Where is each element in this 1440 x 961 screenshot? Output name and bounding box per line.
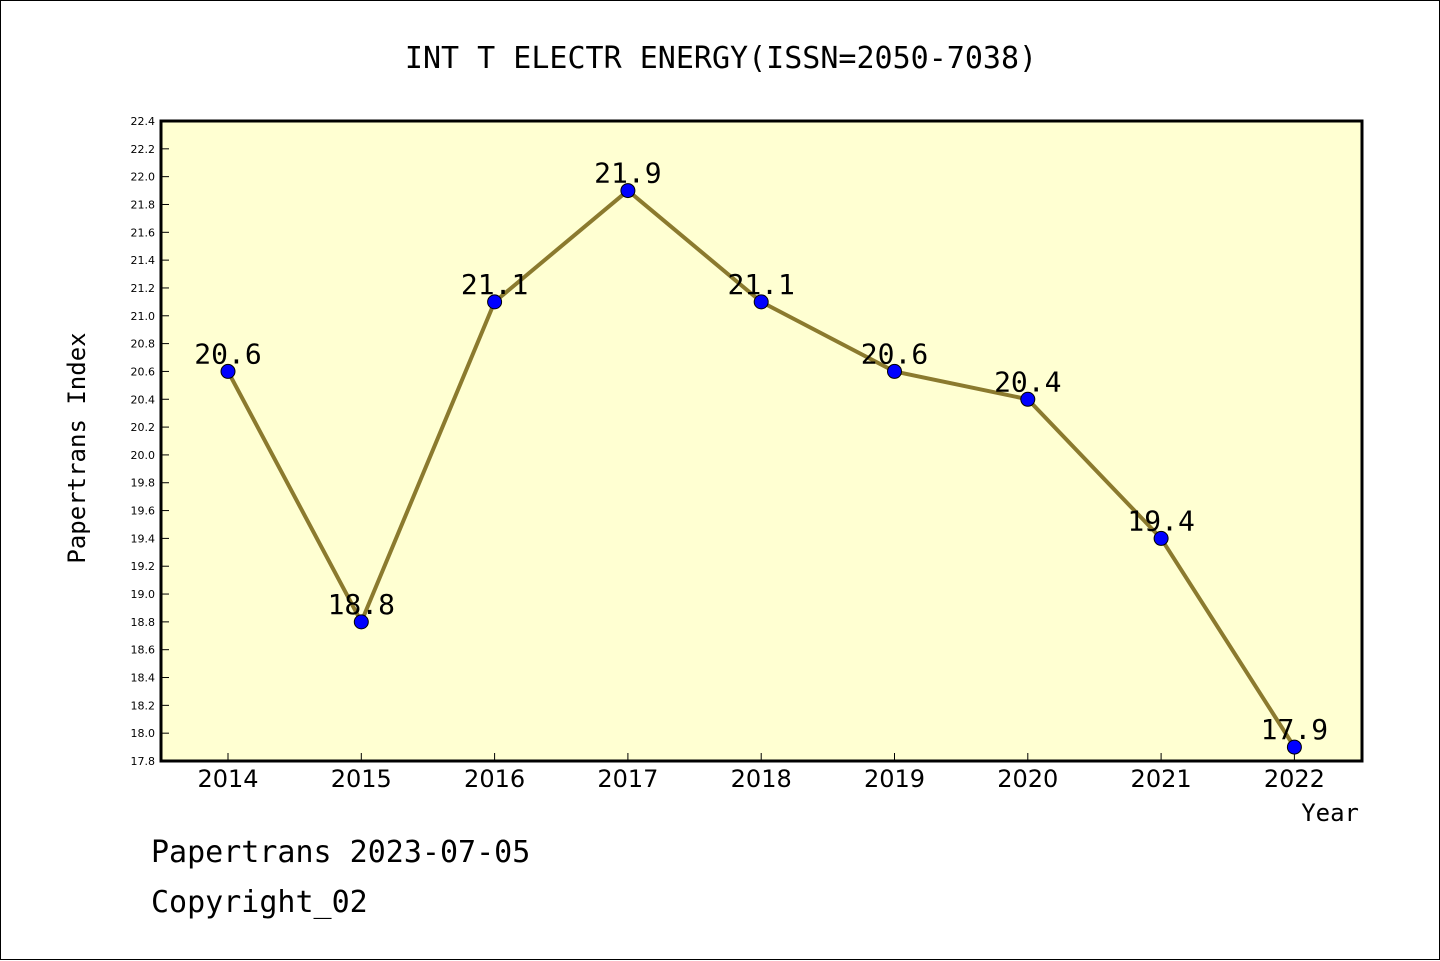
y-tick-label: 19.6: [131, 505, 156, 518]
data-point: [487, 294, 503, 310]
data-point: [753, 294, 769, 310]
y-tick-label: 18.6: [131, 644, 156, 657]
y-tick-label: 21.2: [131, 282, 156, 295]
y-tick-label: 18.4: [131, 672, 156, 685]
x-tick-label: 2016: [464, 765, 525, 793]
x-axis: 2014 2015 2016 2017 2018 2019 2020 2021 2022: [197, 753, 1325, 793]
data-label: 20.6: [194, 337, 261, 370]
data-label: 21.1: [727, 268, 794, 301]
data-label: 20.6: [861, 337, 928, 370]
x-tick-label: 2018: [731, 765, 792, 793]
data-point: [1286, 739, 1302, 755]
y-tick-label: 21.8: [131, 198, 156, 211]
data-point: [620, 183, 636, 199]
plot-area: [159, 119, 1364, 763]
y-tick-label: 17.8: [131, 755, 156, 768]
y-tick-label: 22.2: [131, 143, 156, 156]
x-tick-label: 2014: [197, 765, 258, 793]
x-tick-label: 2017: [597, 765, 658, 793]
y-tick-label: 21.6: [131, 226, 156, 239]
y-tick-label: 22.0: [131, 171, 156, 184]
footer-source-date: Papertrans 2023-07-05: [151, 835, 531, 870]
data-label: 19.4: [1127, 504, 1194, 537]
data-point: [220, 363, 236, 379]
y-tick-label: 20.6: [131, 365, 156, 378]
x-tick-label: 2021: [1131, 765, 1192, 793]
y-tick-label: 18.0: [131, 727, 156, 740]
x-axis-label: Year: [1301, 799, 1359, 827]
x-tick-label: 2015: [331, 765, 392, 793]
y-tick-label: 18.8: [131, 616, 156, 629]
x-tick-label: 2019: [864, 765, 925, 793]
y-tick-label: 21.4: [131, 254, 156, 267]
data-point: [1153, 530, 1169, 546]
y-tick-label: 19.2: [131, 560, 156, 573]
data-label: 20.4: [994, 365, 1061, 398]
y-tick-label: 20.4: [131, 393, 156, 406]
data-point: [1020, 391, 1036, 407]
y-axis-label: Papertrans Index: [63, 332, 91, 563]
data-label: 17.9: [1261, 713, 1328, 746]
y-tick-label: 18.2: [131, 699, 156, 712]
data-label: 21.1: [461, 268, 528, 301]
y-tick-label: 20.2: [131, 421, 156, 434]
x-tick-label: 2020: [997, 765, 1058, 793]
y-tick-label: 20.0: [131, 449, 156, 462]
y-tick-label: 21.0: [131, 310, 156, 323]
data-label: 18.8: [328, 588, 395, 621]
data-point: [887, 363, 902, 379]
y-tick-label: 20.8: [131, 338, 156, 351]
y-tick-label: 19.4: [131, 532, 156, 545]
y-tick-label: 19.0: [131, 588, 156, 601]
y-axis: 17.8 18.0 18.2 18.4 18.6 18.8 19.0 19.2 19.4 19.6…: [131, 115, 169, 768]
x-tick-label: 2022: [1264, 765, 1325, 793]
y-tick-label: 19.8: [131, 477, 156, 490]
data-labels: 20.6 18.8 21.1 21.9 21.1 20.6 20.4 19.4 17.9: [194, 157, 1328, 747]
series-markers: [220, 183, 1302, 755]
data-label: 21.9: [594, 157, 661, 190]
y-tick-label: 22.4: [131, 115, 156, 128]
data-point: [353, 614, 369, 630]
chart-title: INT T ELECTR ENERGY(ISSN=2050-7038): [405, 41, 1037, 76]
footer-copyright: Copyright_02: [151, 885, 368, 920]
